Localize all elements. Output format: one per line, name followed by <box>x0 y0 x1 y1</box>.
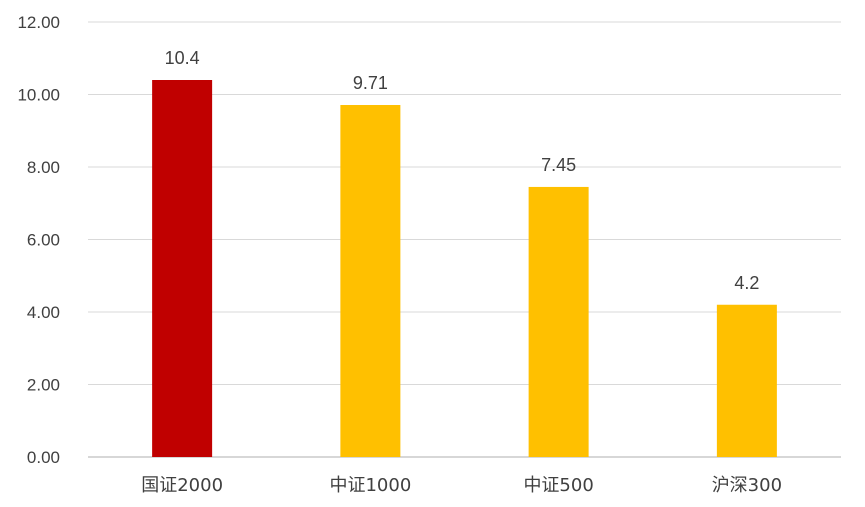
y-axis-ticks: 0.00 2.00 4.00 6.00 8.00 10.00 12.00 <box>17 13 60 467</box>
x-tick-label: 沪深300 <box>712 475 782 496</box>
data-label: 7.45 <box>541 155 576 175</box>
data-label: 10.4 <box>165 48 200 68</box>
y-tick-label: 12.00 <box>17 13 60 32</box>
x-tick-label: 国证2000 <box>141 475 223 496</box>
bar-4 <box>716 304 777 457</box>
data-labels: 10.4 9.71 7.45 4.2 <box>165 48 760 293</box>
y-tick-label: 10.00 <box>17 86 60 105</box>
y-tick-label: 8.00 <box>27 158 60 177</box>
bar-3 <box>528 186 589 457</box>
y-tick-label: 2.00 <box>27 376 60 395</box>
y-tick-label: 4.00 <box>27 303 60 322</box>
bars <box>152 80 777 457</box>
bar-2 <box>340 105 401 457</box>
data-label: 9.71 <box>353 73 388 93</box>
x-tick-label: 中证500 <box>523 475 593 496</box>
x-axis-ticks: 国证2000 中证1000 中证500 沪深300 <box>141 475 782 496</box>
y-tick-label: 6.00 <box>27 231 60 250</box>
x-tick-label: 中证1000 <box>329 475 411 496</box>
gridlines <box>88 21 841 458</box>
bar-1 <box>152 80 213 457</box>
y-tick-label: 0.00 <box>27 448 60 467</box>
data-label: 4.2 <box>734 273 759 293</box>
